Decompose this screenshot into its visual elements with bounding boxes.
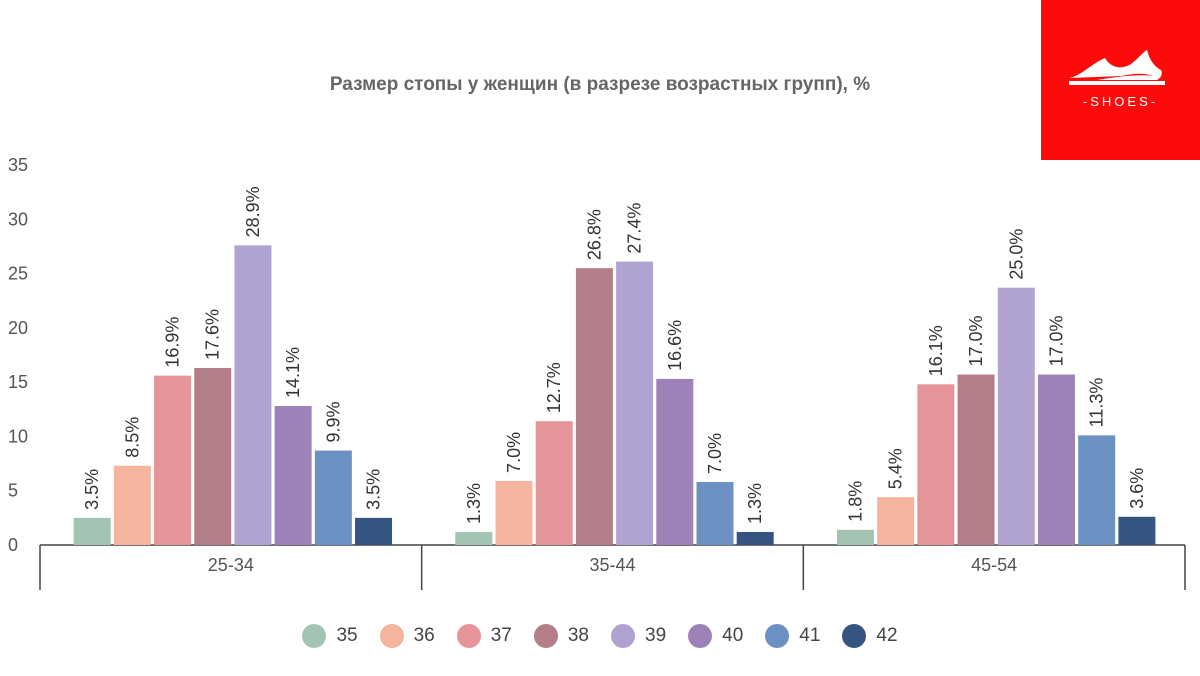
shoes-logo: -SHOES- [1041,0,1200,160]
data-label: 7.0% [705,433,725,474]
legend-swatch [688,624,713,648]
legend-swatch [379,624,404,648]
data-label: 25.0% [1006,229,1026,280]
logo-text: -SHOES- [1082,94,1159,109]
y-tick-label: 20 [8,318,28,338]
data-label: 1.8% [845,481,865,522]
legend-item: 41 [765,624,820,648]
bar [154,375,192,545]
bar [274,406,312,545]
legend-item: 35 [302,624,358,648]
category-label: 45-54 [971,555,1017,575]
legend-label: 38 [567,625,589,646]
y-tick-label: 5 [8,481,18,501]
bar [696,482,734,545]
legend-item: 36 [379,624,435,648]
data-label: 16.6% [665,320,685,371]
data-label: 16.9% [163,317,183,368]
bar [736,531,774,545]
data-label: 12.7% [544,362,564,413]
legend-swatch [611,624,635,648]
y-tick-label: 35 [8,155,28,175]
data-label: 17.0% [966,315,986,366]
y-tick-label: 0 [8,535,18,555]
legend-swatch [456,624,481,648]
bar [616,261,654,545]
data-label: 14.1% [283,347,303,398]
legend-swatch [533,624,558,648]
shoe-mark-icon [1069,50,1165,85]
data-label: 3.5% [82,469,102,510]
data-label: 11.3% [1087,378,1107,428]
legend-label: 42 [876,625,898,646]
bar [314,450,352,545]
data-label: 7.0% [504,432,524,473]
data-label: 3.6% [1127,468,1147,509]
data-label: 1.3% [745,483,765,524]
legend-swatch [765,624,790,648]
bar [656,378,694,545]
legend-label: 37 [490,625,512,646]
bar [1118,516,1156,545]
bar [535,421,573,545]
category-label: 25-34 [208,555,254,575]
data-label: 8.5% [122,417,142,458]
y-tick-label: 25 [8,264,28,284]
data-label: 17.6% [203,309,223,360]
legend-swatch [842,624,867,648]
legend-swatch [302,624,327,648]
bar [1078,435,1116,545]
category-label: 35-44 [589,555,635,575]
bar [1037,374,1075,545]
data-label: 5.4% [886,448,906,489]
bar [194,368,232,545]
legend-label: 41 [799,625,821,646]
data-label: 1.3% [464,483,484,524]
data-label: 17.0% [1046,315,1066,366]
legend-item: 40 [688,624,743,648]
chart-legend: 35 36 37 38 39 40 41 42 [0,624,1200,648]
bar [234,245,272,546]
legend-label: 39 [645,625,667,646]
bar [917,384,955,545]
y-tick-label: 15 [8,372,28,392]
bar [877,497,915,545]
bar [113,465,151,545]
legend-item: 38 [533,624,589,648]
legend-label: 40 [722,625,744,646]
bar [455,531,493,545]
legend-item: 42 [842,624,898,648]
bar [355,517,393,545]
bar [495,480,533,545]
bar [575,268,613,545]
bar [957,374,995,545]
legend-item: 39 [611,624,666,648]
data-label: 9.9% [323,402,343,443]
data-label: 27.4% [625,203,645,254]
data-label: 3.5% [364,469,384,510]
y-tick-label: 10 [8,426,28,446]
legend-item: 37 [456,624,512,648]
bar [73,517,111,545]
legend-label: 35 [336,625,358,646]
chart-title: Размер стопы у женщин (в разрезе возраст… [329,74,871,95]
y-tick-label: 30 [8,209,28,229]
bar [836,529,874,545]
bar [997,287,1035,545]
legend-label: 36 [413,625,435,646]
data-label: 26.8% [584,209,604,260]
data-label: 16.1% [926,325,946,376]
data-label: 28.9% [243,186,263,237]
